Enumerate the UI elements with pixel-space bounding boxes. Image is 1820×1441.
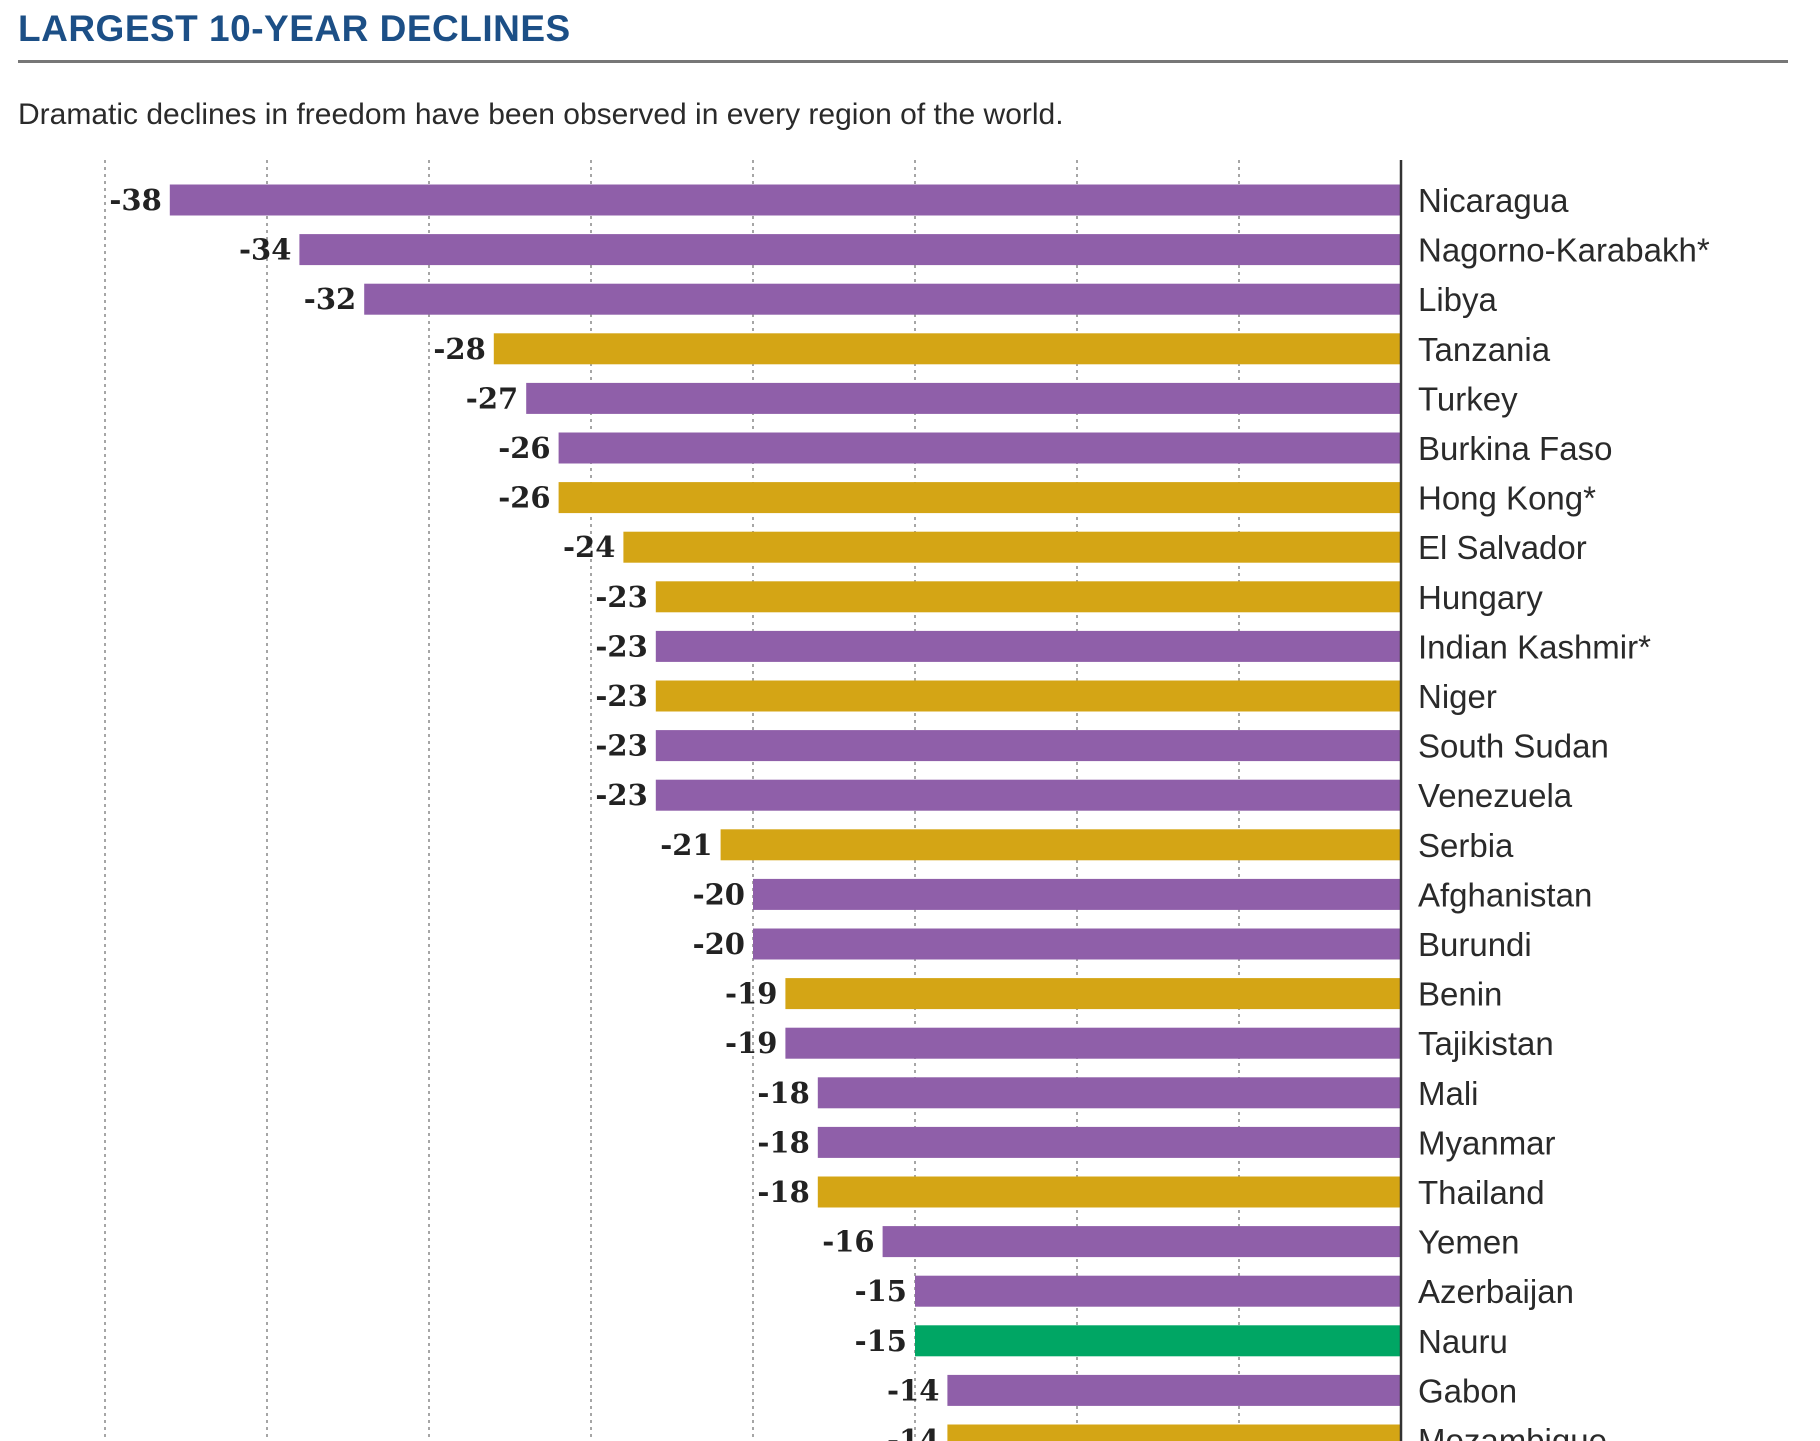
- category-label: Mozambique: [1418, 1422, 1607, 1441]
- category-label: Hong Kong*: [1418, 480, 1596, 517]
- category-label: Yemen: [1418, 1224, 1520, 1261]
- value-label: -14: [887, 1373, 939, 1407]
- bar: [947, 1424, 1401, 1441]
- bar: [753, 878, 1401, 910]
- category-label: Niger: [1418, 678, 1497, 715]
- bar: [299, 234, 1401, 266]
- bar: [558, 482, 1401, 514]
- bar: [558, 432, 1401, 464]
- value-label: -18: [757, 1125, 809, 1159]
- title-rule: [18, 60, 1788, 63]
- bar: [655, 581, 1401, 613]
- category-label: El Salvador: [1418, 529, 1587, 566]
- category-label: Nagorno-Karabakh*: [1418, 232, 1710, 269]
- value-label: -26: [498, 481, 550, 515]
- value-label: -32: [304, 282, 356, 316]
- value-label: -27: [466, 381, 518, 415]
- bar: [720, 829, 1401, 861]
- category-label: Burkina Faso: [1418, 430, 1612, 467]
- bar: [655, 779, 1401, 811]
- bar: [526, 382, 1401, 414]
- value-label: -14: [887, 1423, 939, 1441]
- value-label: -18: [757, 1076, 809, 1110]
- category-label: Indian Kashmir*: [1418, 628, 1651, 665]
- value-label: -15: [855, 1274, 907, 1308]
- bar: [364, 283, 1402, 315]
- bar: [785, 978, 1401, 1010]
- value-label: -20: [693, 927, 745, 961]
- bar: [785, 1027, 1401, 1059]
- value-label: -21: [660, 828, 712, 862]
- value-label: -19: [725, 1026, 777, 1060]
- value-label: -20: [693, 877, 745, 911]
- category-label: Turkey: [1418, 380, 1518, 417]
- category-label: Burundi: [1418, 926, 1532, 963]
- bar: [947, 1374, 1401, 1406]
- bar: [655, 730, 1401, 762]
- category-label: Serbia: [1418, 827, 1514, 864]
- value-label: -26: [498, 431, 550, 465]
- category-label: Azerbaijan: [1418, 1273, 1574, 1310]
- chart-subtitle: Dramatic declines in freedom have been o…: [18, 98, 1064, 131]
- category-label: Tanzania: [1418, 331, 1551, 368]
- value-label: -23: [595, 729, 647, 763]
- category-label: Mali: [1418, 1075, 1479, 1112]
- value-label: -18: [757, 1175, 809, 1209]
- category-label: Afghanistan: [1418, 876, 1592, 913]
- chart-title: LARGEST 10-YEAR DECLINES: [18, 8, 571, 49]
- category-label: Venezuela: [1418, 777, 1573, 814]
- category-label: Benin: [1418, 976, 1502, 1013]
- bar: [655, 630, 1401, 662]
- value-label: -23: [595, 580, 647, 614]
- value-label: -24: [563, 530, 615, 564]
- value-label: -16: [822, 1225, 874, 1259]
- category-label: Gabon: [1418, 1372, 1517, 1409]
- category-label: Nauru: [1418, 1323, 1508, 1360]
- value-label: -19: [725, 977, 777, 1011]
- bar: [817, 1176, 1401, 1208]
- bar: [623, 531, 1401, 563]
- value-label: -15: [855, 1324, 907, 1358]
- category-label: Hungary: [1418, 579, 1543, 616]
- bar: [169, 184, 1401, 216]
- bar: [493, 333, 1401, 365]
- bar: [753, 928, 1401, 960]
- category-label: Thailand: [1418, 1174, 1545, 1211]
- value-label: -28: [433, 332, 485, 366]
- value-label: -38: [109, 183, 161, 217]
- category-label: Libya: [1418, 281, 1498, 318]
- bar: [915, 1275, 1401, 1307]
- category-label: South Sudan: [1418, 728, 1609, 765]
- category-label: Nicaragua: [1418, 182, 1569, 219]
- category-label: Myanmar: [1418, 1124, 1556, 1161]
- value-label: -34: [239, 233, 291, 267]
- bar: [817, 1126, 1401, 1158]
- bar: [882, 1226, 1401, 1258]
- bar: [915, 1325, 1401, 1357]
- bar: [655, 680, 1401, 712]
- value-label: -23: [595, 679, 647, 713]
- category-label: Tajikistan: [1418, 1025, 1554, 1062]
- value-label: -23: [595, 629, 647, 663]
- bar: [817, 1077, 1401, 1109]
- value-label: -23: [595, 778, 647, 812]
